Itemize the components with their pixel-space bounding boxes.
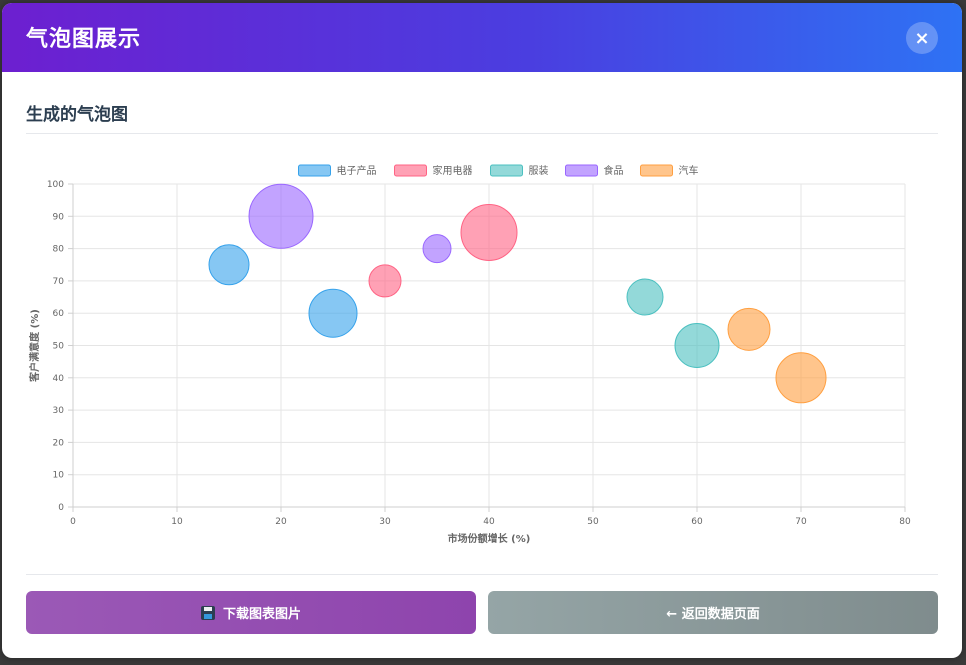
bubble-point xyxy=(308,288,358,338)
bubble-point xyxy=(248,183,314,249)
bubble-point xyxy=(208,244,250,286)
back-button-label: ← 返回数据页面 xyxy=(666,607,760,622)
x-tick-label: 10 xyxy=(171,517,183,527)
x-tick-label: 60 xyxy=(691,517,703,527)
x-tick-label: 70 xyxy=(795,517,807,527)
y-tick-label: 30 xyxy=(53,406,65,416)
section-title: 生成的气泡图 xyxy=(26,105,128,125)
floppy-disk-icon xyxy=(200,605,215,620)
x-tick-label: 40 xyxy=(483,517,495,527)
x-tick-label: 20 xyxy=(275,517,287,527)
close-button[interactable]: × xyxy=(906,22,938,54)
legend-swatch xyxy=(640,164,673,177)
y-tick-label: 40 xyxy=(53,374,65,384)
x-tick-label: 80 xyxy=(899,517,911,527)
legend-label: 电子产品 xyxy=(337,164,377,177)
legend-swatch xyxy=(298,164,331,177)
y-tick-label: 80 xyxy=(53,245,65,255)
legend-label: 汽车 xyxy=(679,164,699,177)
y-tick-label: 20 xyxy=(53,438,65,448)
y-tick-label: 10 xyxy=(53,471,65,481)
legend-swatch xyxy=(394,164,427,177)
modal-header: 气泡图展示 × xyxy=(2,3,962,72)
close-icon: × xyxy=(914,27,930,49)
y-tick-label: 60 xyxy=(53,309,65,319)
y-tick-label: 0 xyxy=(58,503,64,513)
bubble-point xyxy=(674,323,720,368)
bubble-point xyxy=(775,352,827,404)
bubble-point xyxy=(368,264,402,298)
y-tick-label: 70 xyxy=(53,277,65,287)
section-divider xyxy=(26,133,938,134)
x-axis-title: 市场份额增长 (%) xyxy=(448,532,531,545)
bubble-point xyxy=(460,203,518,261)
bubble-point xyxy=(422,234,452,264)
download-chart-button[interactable]: 下载图表图片 xyxy=(26,591,476,634)
y-tick-label: 100 xyxy=(47,180,64,190)
y-tick-label: 90 xyxy=(53,212,65,222)
bubble-point xyxy=(727,307,771,351)
chart-modal: 气泡图展示 × 生成的气泡图 0 10 20 30 40 50 60 70 80 0 10 20 30 4… xyxy=(2,3,962,658)
legend-label: 家用电器 xyxy=(433,164,473,177)
bubble-chart: 0 10 20 30 40 50 60 70 80 0 10 20 30 40 50 60 70 80 90 100 市… xyxy=(28,164,911,545)
back-to-data-button[interactable]: ← 返回数据页面 xyxy=(488,591,938,634)
x-tick-label: 0 xyxy=(70,517,76,527)
bubble-point xyxy=(626,278,664,316)
y-axis-title: 客户满意度 (%) xyxy=(28,309,41,383)
legend-swatch xyxy=(490,164,523,177)
legend-label: 服装 xyxy=(529,164,549,177)
download-button-label: 下载图表图片 xyxy=(222,607,301,622)
x-tick-label: 30 xyxy=(379,517,391,527)
footer-divider xyxy=(26,574,938,575)
x-tick-label: 50 xyxy=(587,517,599,527)
y-tick-label: 50 xyxy=(53,342,65,352)
legend-label: 食品 xyxy=(604,164,624,177)
modal-title: 气泡图展示 xyxy=(26,27,142,52)
legend-swatch xyxy=(565,164,598,177)
